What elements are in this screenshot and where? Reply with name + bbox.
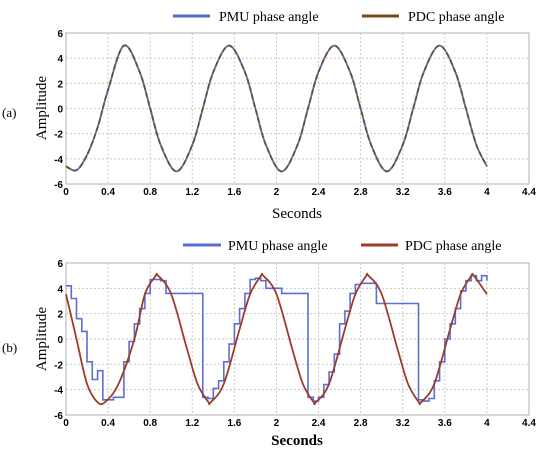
x-tick-label: 0.8 bbox=[143, 187, 157, 198]
x-tick-label: 2.8 bbox=[354, 418, 368, 429]
y-axis-label-b: Amplitude bbox=[34, 307, 50, 372]
x-tick-label: 1.2 bbox=[185, 418, 199, 429]
x-tick-labels-a: 0 0.4 0.8 1.2 1.6 2 2.4 2.8 3.2 3.6 4 4.4 bbox=[63, 187, 536, 198]
y-tick-label: -4 bbox=[54, 386, 63, 397]
y-tick-label: 0 bbox=[57, 335, 63, 346]
panel-label-b: (b) bbox=[2, 340, 17, 355]
x-tick-label: 3.2 bbox=[396, 418, 410, 429]
series-line-pdc-b bbox=[65, 272, 488, 406]
panel-b: 0 0.4 0.8 1.2 1.6 2 2.4 2.8 3.2 3.6 4 4.4 6 4 2 0 -2 -4 -… bbox=[2, 239, 536, 449]
x-tick-label: 4.4 bbox=[522, 418, 536, 429]
y-tick-labels-a: 6 4 2 0 -2 -4 -6 bbox=[54, 29, 63, 191]
x-tick-label: 0 bbox=[63, 418, 69, 429]
legend-label-pdc-b: PDC phase angle bbox=[405, 239, 501, 254]
y-tick-label: 6 bbox=[57, 29, 63, 40]
y-tick-label: -6 bbox=[54, 411, 63, 422]
x-tick-label: 0 bbox=[63, 187, 69, 198]
y-axis-label-a: Amplitude bbox=[34, 76, 50, 141]
y-tick-label: 2 bbox=[57, 310, 63, 321]
series-group-b bbox=[65, 272, 488, 406]
x-tick-label: 1.6 bbox=[227, 187, 241, 198]
x-tick-label: 2.8 bbox=[354, 187, 368, 198]
y-tick-labels-b: 6 4 2 0 -2 -4 -6 bbox=[54, 259, 63, 422]
x-tick-label: 4 bbox=[484, 418, 490, 429]
x-tick-label: 4 bbox=[484, 187, 490, 198]
x-tick-label: 2.4 bbox=[312, 187, 326, 198]
x-tick-label: 0.4 bbox=[101, 187, 115, 198]
legend-label-pmu-a: PMU phase angle bbox=[219, 10, 319, 25]
series-group-a bbox=[65, 44, 488, 173]
grid-a bbox=[66, 33, 529, 184]
y-tick-label: -6 bbox=[54, 180, 63, 191]
y-tick-label: 4 bbox=[57, 54, 63, 65]
y-tick-label: 6 bbox=[57, 259, 63, 270]
x-tick-label: 2 bbox=[274, 187, 280, 198]
panel-label-a: (a) bbox=[2, 105, 16, 120]
y-tick-label: -4 bbox=[54, 155, 63, 166]
legend-a: PMU phase angle PDC phase angle bbox=[173, 10, 504, 25]
legend-label-pmu-b: PMU phase angle bbox=[228, 239, 328, 254]
y-tick-label: -2 bbox=[54, 130, 63, 141]
x-axis-label-a: Seconds bbox=[272, 206, 322, 222]
x-tick-label: 1.2 bbox=[185, 187, 199, 198]
x-tick-label: 1.6 bbox=[227, 418, 241, 429]
x-axis-label-b: Seconds bbox=[271, 433, 323, 449]
x-tick-label: 0.8 bbox=[143, 418, 157, 429]
legend-b: PMU phase angle PDC phase angle bbox=[183, 239, 501, 254]
x-tick-label: 3.2 bbox=[396, 187, 410, 198]
x-tick-label: 3.6 bbox=[438, 418, 452, 429]
y-tick-label: 0 bbox=[57, 105, 63, 116]
y-tick-label: 4 bbox=[57, 284, 63, 295]
x-tick-label: 4.4 bbox=[522, 187, 536, 198]
x-tick-label: 0.4 bbox=[101, 418, 115, 429]
y-tick-label: 2 bbox=[57, 79, 63, 90]
x-tick-labels-b: 0 0.4 0.8 1.2 1.6 2 2.4 2.8 3.2 3.6 4 4.4 bbox=[63, 418, 536, 429]
panel-a: 0 0.4 0.8 1.2 1.6 2 2.4 2.8 3.2 3.6 4 4.4 6 4 2 0 -2 -4 -… bbox=[2, 10, 536, 222]
x-tick-label: 3.6 bbox=[438, 187, 452, 198]
y-tick-label: -2 bbox=[54, 360, 63, 371]
series-line-pdc-a bbox=[65, 44, 488, 173]
x-tick-label: 2.4 bbox=[312, 418, 326, 429]
x-tick-label: 2 bbox=[274, 418, 280, 429]
legend-label-pdc-a: PDC phase angle bbox=[408, 10, 504, 25]
